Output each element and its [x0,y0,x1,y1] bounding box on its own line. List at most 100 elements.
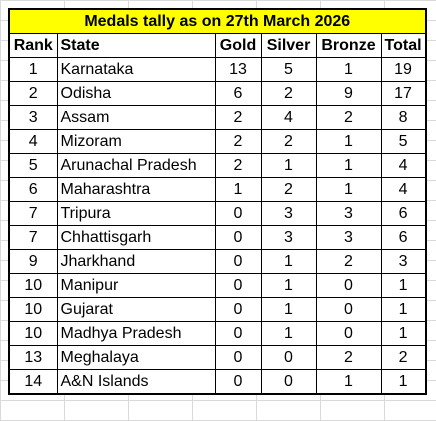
cell-silver[interactable]: 1 [260,273,317,298]
cell-total[interactable]: 6 [380,225,427,250]
cell-bronze[interactable]: 9 [315,81,382,106]
header-bronze[interactable]: Bronze [315,33,382,58]
cell-gold[interactable]: 0 [214,345,262,370]
header-total[interactable]: Total [380,33,427,58]
cell-gold[interactable]: 2 [214,153,262,178]
cell-silver[interactable]: 0 [260,369,317,395]
cell-state[interactable]: Karnataka [56,57,216,82]
cell-gold[interactable]: 2 [214,105,262,130]
cell-silver[interactable]: 1 [260,249,317,274]
cell-total[interactable]: 1 [380,273,427,298]
cell-silver[interactable]: 2 [260,81,317,106]
cell-bronze[interactable]: 2 [315,345,382,370]
cell-total[interactable]: 1 [380,369,427,395]
cell-rank[interactable]: 1 [8,57,58,82]
cell-gold[interactable]: 0 [214,249,262,274]
cell-rank[interactable]: 10 [8,273,58,298]
cell-total[interactable]: 3 [380,249,427,274]
header-rank[interactable]: Rank [8,33,58,58]
cell-bronze[interactable]: 3 [315,201,382,226]
cell-state[interactable]: Mizoram [56,129,216,154]
cell-rank[interactable]: 10 [8,297,58,322]
cell-total[interactable]: 2 [380,345,427,370]
cell-state[interactable]: Arunachal Pradesh [56,153,216,178]
cell-total[interactable]: 5 [380,129,427,154]
cell-rank[interactable]: 3 [8,105,58,130]
cell-state[interactable]: Assam [56,105,216,130]
cell-bronze[interactable]: 1 [315,153,382,178]
cell-total[interactable]: 19 [380,57,427,82]
table-title[interactable]: Medals tally as on 27th March 2026 [8,8,427,34]
cell-state[interactable]: Madhya Pradesh [56,321,216,346]
cell-bronze[interactable]: 1 [315,369,382,395]
cell-state[interactable]: Odisha [56,81,216,106]
cell-silver[interactable]: 2 [260,129,317,154]
cell-bronze[interactable]: 0 [315,321,382,346]
cell-silver[interactable]: 1 [260,321,317,346]
cell-rank[interactable]: 2 [8,81,58,106]
cell-total[interactable]: 4 [380,153,427,178]
cell-silver[interactable]: 0 [260,345,317,370]
cell-gold[interactable]: 0 [214,321,262,346]
cell-state[interactable]: Jharkhand [56,249,216,274]
cell-bronze[interactable]: 3 [315,225,382,250]
cell-silver[interactable]: 2 [260,177,317,202]
cell-rank[interactable]: 6 [8,177,58,202]
cell-total[interactable]: 6 [380,201,427,226]
cell-gold[interactable]: 0 [214,369,262,395]
cell-state[interactable]: Gujarat [56,297,216,322]
cell-rank[interactable]: 7 [8,225,58,250]
table-row: 10 Manipur 0 1 0 1 [8,273,427,298]
cell-rank[interactable]: 4 [8,129,58,154]
cell-bronze[interactable]: 2 [315,105,382,130]
cell-silver[interactable]: 3 [260,225,317,250]
cell-state[interactable]: Meghalaya [56,345,216,370]
cell-silver[interactable]: 1 [260,153,317,178]
cell-rank[interactable]: 10 [8,321,58,346]
cell-state[interactable]: Tripura [56,201,216,226]
cell-bronze[interactable]: 1 [315,57,382,82]
table-row: 14 A&N Islands 0 0 1 1 [8,369,427,395]
header-row: Rank State Gold Silver Bronze Total [8,33,427,58]
cell-bronze[interactable]: 0 [315,273,382,298]
table-row: 13 Meghalaya 0 0 2 2 [8,345,427,370]
header-silver[interactable]: Silver [260,33,317,58]
cell-total[interactable]: 1 [380,321,427,346]
cell-gold[interactable]: 6 [214,81,262,106]
header-gold[interactable]: Gold [214,33,262,58]
cell-state[interactable]: Chhattisgarh [56,225,216,250]
cell-bronze[interactable]: 2 [315,249,382,274]
cell-bronze[interactable]: 1 [315,129,382,154]
cell-rank[interactable]: 9 [8,249,58,274]
header-state[interactable]: State [56,33,216,58]
cell-rank[interactable]: 5 [8,153,58,178]
cell-state[interactable]: Maharashtra [56,177,216,202]
cell-silver[interactable]: 4 [260,105,317,130]
cell-gold[interactable]: 0 [214,225,262,250]
cell-gold[interactable]: 0 [214,297,262,322]
cell-silver[interactable]: 3 [260,201,317,226]
cell-total[interactable]: 4 [380,177,427,202]
cell-state[interactable]: A&N Islands [56,369,216,395]
cell-gold[interactable]: 13 [214,57,262,82]
cell-total[interactable]: 8 [380,105,427,130]
table-row: 2 Odisha 6 2 9 17 [8,81,427,106]
cell-gold[interactable]: 0 [214,201,262,226]
cell-gold[interactable]: 2 [214,129,262,154]
cell-silver[interactable]: 1 [260,297,317,322]
table-row: 10 Madhya Pradesh 0 1 0 1 [8,321,427,346]
cell-rank[interactable]: 13 [8,345,58,370]
table-row: 10 Gujarat 0 1 0 1 [8,297,427,322]
cell-rank[interactable]: 7 [8,201,58,226]
cell-total[interactable]: 17 [380,81,427,106]
cell-state[interactable]: Manipur [56,273,216,298]
cell-rank[interactable]: 14 [8,369,58,395]
cell-silver[interactable]: 5 [260,57,317,82]
cell-gold[interactable]: 1 [214,177,262,202]
cell-gold[interactable]: 0 [214,273,262,298]
cell-bronze[interactable]: 1 [315,177,382,202]
cell-total[interactable]: 1 [380,297,427,322]
cell-bronze[interactable]: 0 [315,297,382,322]
table-row: 5 Arunachal Pradesh 2 1 1 4 [8,153,427,178]
